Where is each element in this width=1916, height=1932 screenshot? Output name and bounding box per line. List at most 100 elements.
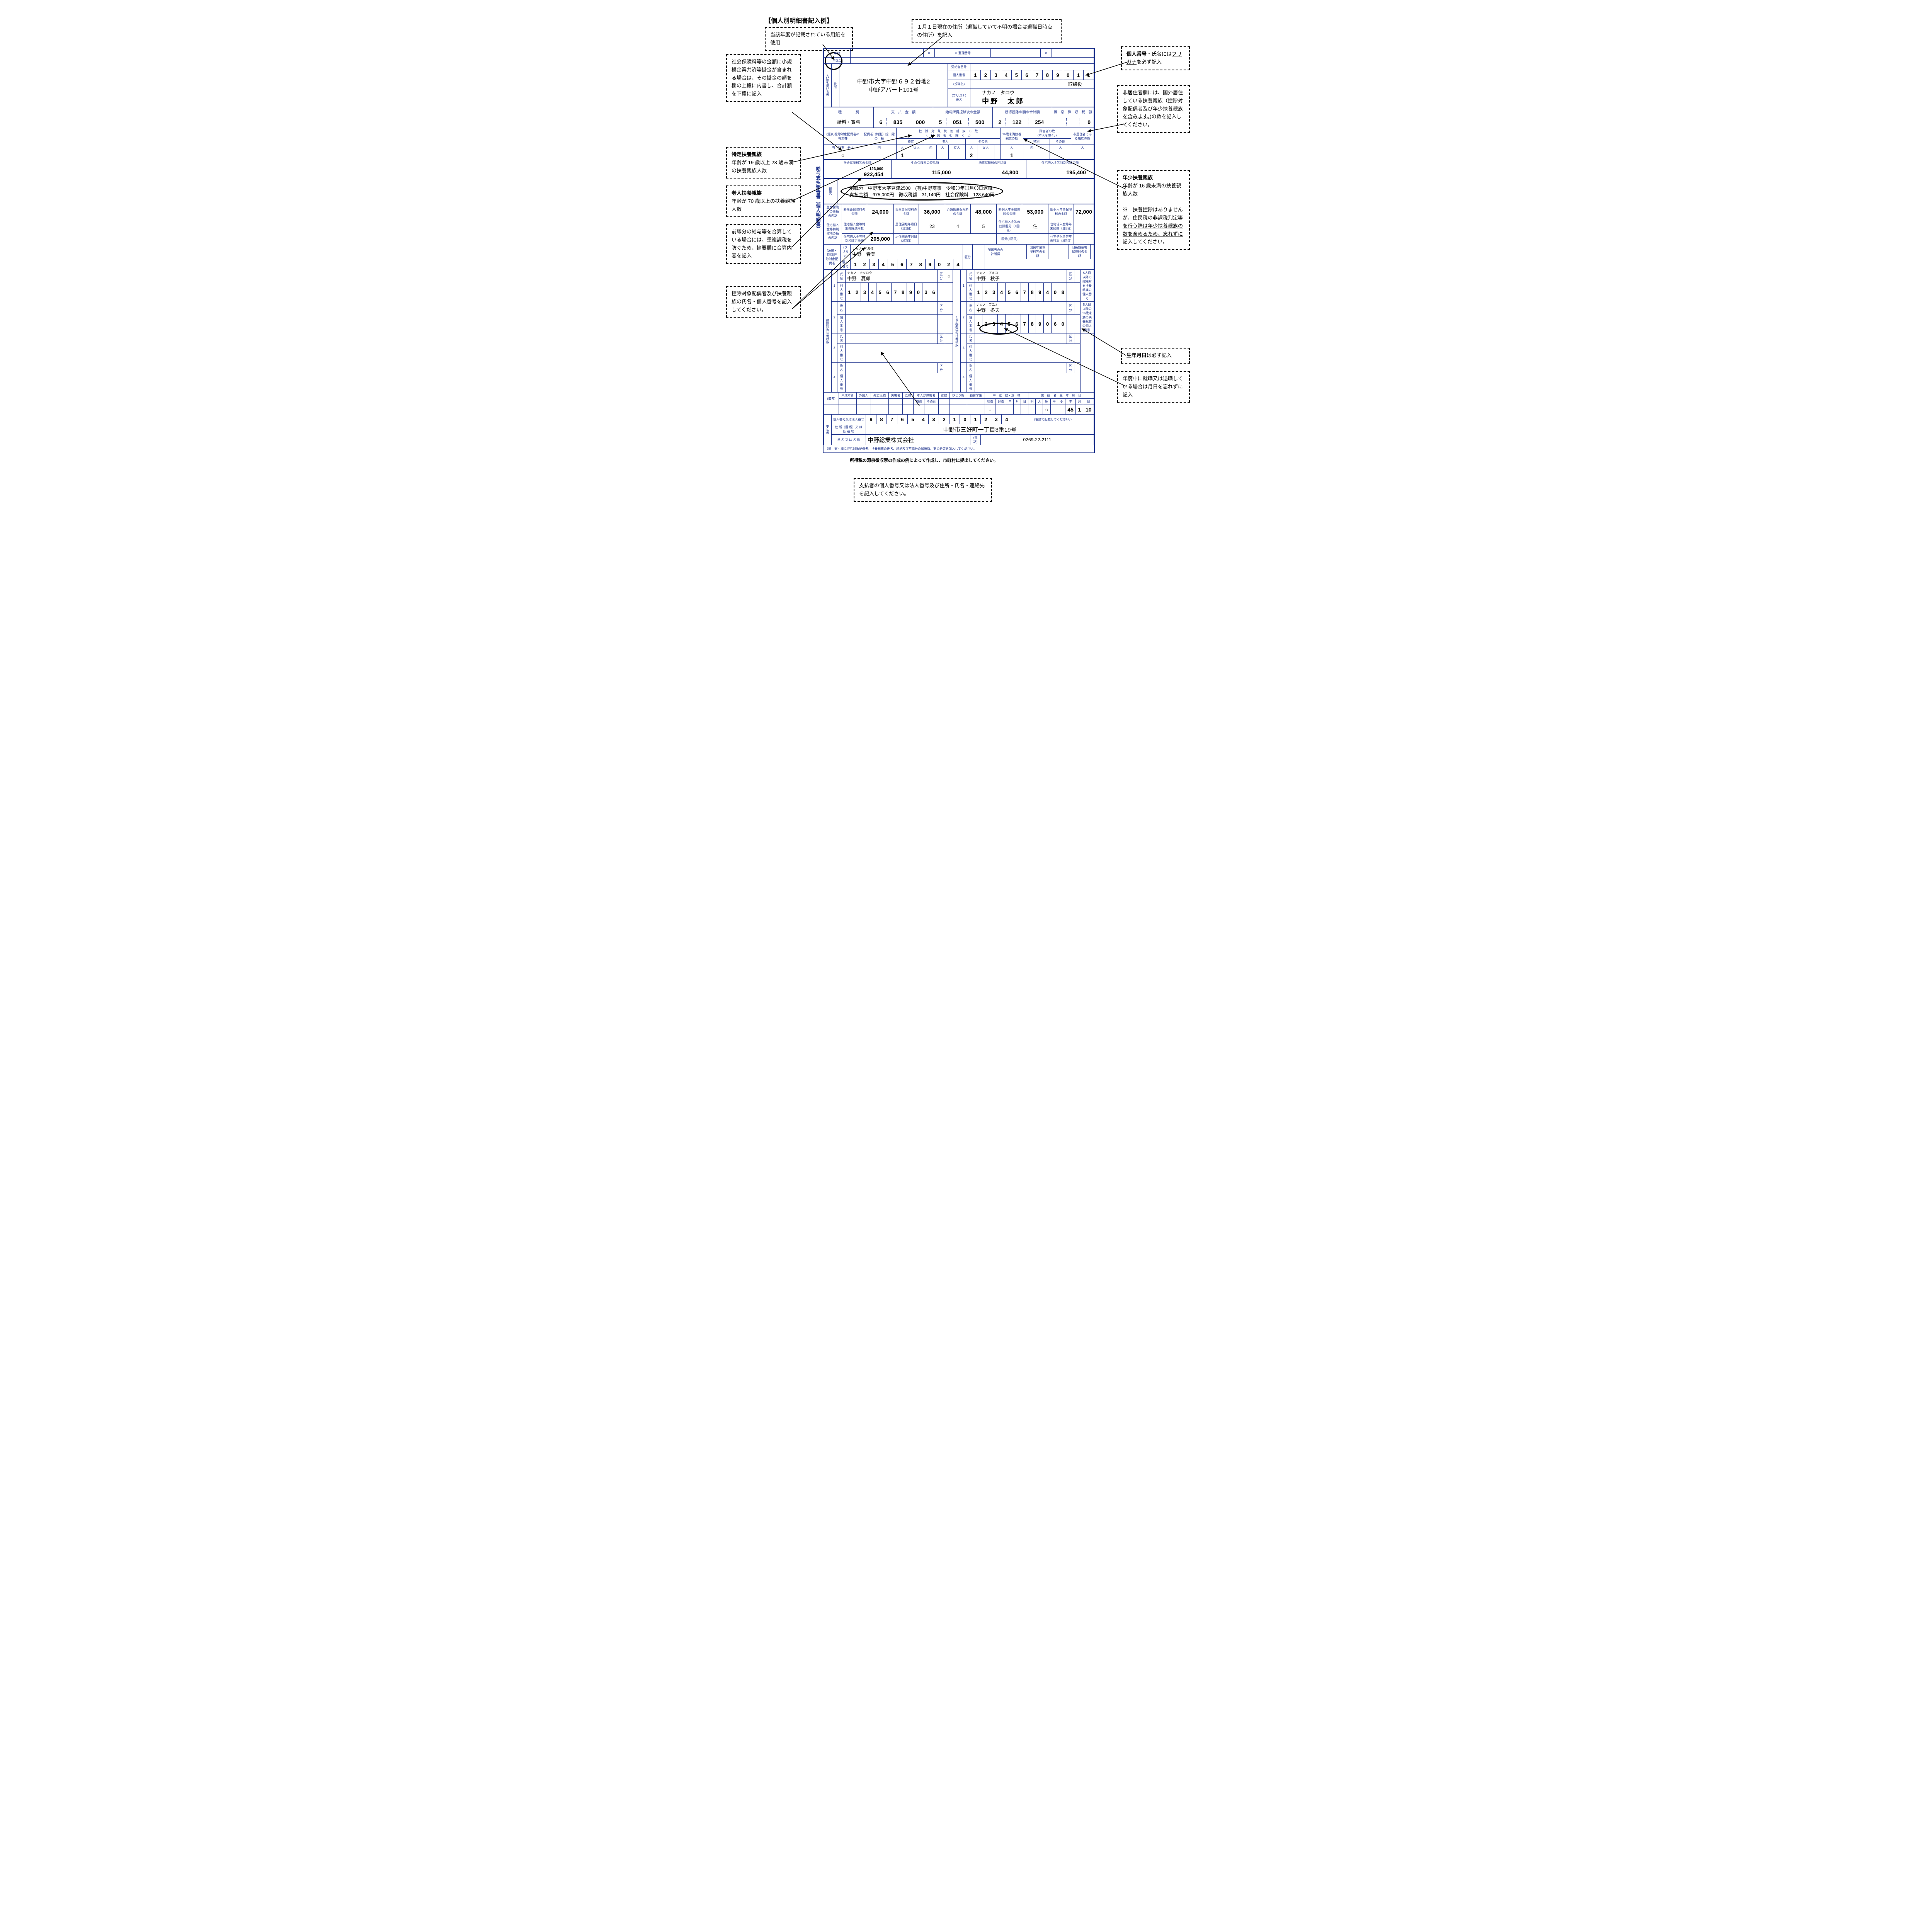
f1k5: 5	[876, 283, 884, 302]
dep-tokutei-val: 1	[897, 151, 908, 160]
dep-t1: 人	[897, 145, 908, 151]
f1k2: 2	[853, 283, 861, 302]
f1-furi-l: 氏名	[837, 270, 846, 283]
pk12: 2	[981, 415, 991, 424]
hd-kyoju-m: 4	[945, 219, 970, 234]
f2k1: 1	[975, 283, 982, 302]
footer-note: （摘 要）欄に控除対象配偶者、扶養親族の氏名、続柄及び前職分の加算額、支払者等を…	[824, 445, 1094, 452]
hdr-shotoku: 所得控除の額の合計額	[993, 107, 1052, 116]
yakushoku-label: (役職名)	[948, 80, 970, 88]
fuyou-label2: １６歳未満の扶養親族	[953, 270, 961, 392]
f1k11: 3	[922, 283, 930, 302]
callout-right-1: 非居住者欄には、国外居住している扶養親族（控除対象配偶者及び年少扶養親族を含みま…	[1117, 85, 1190, 133]
f2-kubun-v	[1074, 270, 1081, 283]
haigu-k3: 3	[869, 259, 878, 270]
era-s: 昭	[1043, 399, 1051, 405]
chuto-m-v	[1014, 405, 1021, 414]
tekiyo-content: 前職分 中野市大字豆津2508 (有)中野商事 令和〇年〇月〇日退職 支払金額 …	[837, 179, 1094, 204]
era-h: 平	[1050, 399, 1058, 405]
f1k4: 4	[868, 283, 876, 302]
oval-chuto-circles	[979, 323, 1018, 335]
haigu-kokumin-v	[1048, 245, 1069, 259]
era-r: 令	[1058, 399, 1065, 405]
haigu-k12: 4	[953, 259, 963, 270]
dep-under16-label: 16歳未満扶養親族の数	[1001, 128, 1023, 145]
payer-kojin-l: 個人番号又は法人番号	[832, 415, 866, 424]
kojin-d7: 7	[1032, 70, 1042, 80]
f2-kubun-l: 区分	[1067, 270, 1074, 283]
hd-kyoju2-v	[919, 234, 997, 244]
f1k7: 7	[892, 283, 899, 302]
dep-shougai-label: 障害者の数(本人を除く。)	[1023, 128, 1071, 139]
hoken-jutaku-label: 住宅借入金等特別控除の額	[1026, 160, 1094, 166]
f1-kubun-l: 区分	[938, 270, 945, 283]
callout-right-3: 生年月日は必ず記入	[1121, 348, 1190, 364]
h-gaikoku: 外国人	[856, 393, 871, 399]
hd-shin-nenkin-v: 53,000	[1022, 204, 1048, 219]
pk6: 4	[918, 415, 929, 424]
dep-sh2: 人	[1050, 145, 1071, 151]
header-year: 年分	[824, 49, 851, 58]
kojin-d9: 9	[1053, 70, 1063, 80]
chuto-tai-v	[995, 405, 1006, 414]
birth-m-v: 1	[1076, 405, 1083, 414]
hd-kyu-nenkin-l: 旧個人年金保険料の金額	[1048, 204, 1074, 219]
dep-roujin: 老人	[925, 139, 965, 145]
callout-left-5: 控除対象配偶者及び扶養親族の氏名・個人番号を記入してください。	[726, 286, 801, 318]
pk5: 5	[908, 415, 918, 424]
dep-hj: 人	[1071, 145, 1094, 151]
callout-right-2: 年少扶養親族 年齢が 16 歳未満の扶養親族人数 ※ 扶養控除はありませんが、住…	[1117, 170, 1190, 250]
hoken-jishin-val: 44,800	[959, 166, 1026, 179]
chuto-d-v	[1021, 405, 1028, 414]
hd-zankou-l: 住宅借入金等年末残高（1回目）	[1048, 219, 1074, 234]
h-sairai: 災害者	[888, 393, 903, 399]
hd-label: 生命保険料の金額の内訳	[824, 204, 842, 219]
hd-zankou-v	[1074, 219, 1094, 234]
haigu-k4: 4	[878, 259, 888, 270]
payer-name-l: 氏 名 又 は 名 称	[832, 435, 866, 445]
bottom-note: 所得税の源泉徴収票の作成の例によって作成し、市町村に提出してください。	[850, 457, 1190, 463]
hd-kanou-v: 205,000	[867, 234, 893, 244]
haigu-choki-l: 旧長期損害保険料の金額	[1069, 245, 1091, 259]
f2k8: 8	[1028, 283, 1036, 302]
kyuyo-val: 5 051 500	[933, 116, 993, 128]
payer-note: (右詰で記載してください。)	[1012, 415, 1094, 424]
haigu-k7: 7	[907, 259, 916, 270]
dep-shougai-sonota: その他	[1050, 139, 1071, 145]
f3-shimei-l: 氏名	[837, 302, 846, 315]
hoken-seimei-val: 115,000	[891, 166, 959, 179]
dep-ari-val: ○	[824, 151, 862, 160]
hd-kyoju2-l: 居住開始年月日（2回目）	[893, 234, 919, 244]
hd-zan2-v	[1022, 234, 1048, 244]
dep-shougai-tokubetsu: 特別	[1023, 139, 1050, 145]
dep-sonota-ju	[977, 151, 994, 160]
f2k7: 7	[1021, 283, 1028, 302]
kojin-d4: 4	[1001, 70, 1011, 80]
dep-roujin-nai	[925, 151, 937, 160]
chuto-tai: 退職	[995, 399, 1006, 405]
dep-u16-h: 人	[1001, 145, 1023, 151]
dep-u16-val: 1	[1001, 151, 1023, 160]
hd-kyoju-y: 23	[919, 219, 945, 234]
dep-roujin-val	[937, 151, 948, 160]
h-shougai-l: 本人が障害者	[914, 393, 939, 399]
callout-left-3: 老人扶養親族 年齢が 70 歳以上の扶養親族人数	[726, 185, 801, 217]
f2-name: ナカノ アキコ 中野 秋子	[975, 270, 1067, 283]
h-misei: 未成年者	[839, 393, 857, 399]
dep-ari-h: 有 従有 老人	[824, 145, 862, 151]
dep-tokutei-ju	[908, 151, 925, 160]
f2-shimei-l: 氏名	[967, 270, 975, 283]
dep-r3: 従人	[948, 145, 965, 151]
f3-name	[846, 302, 938, 315]
header-seiri-label: ※ 整理番号	[935, 49, 991, 58]
hd-zan-v: 住	[1022, 219, 1048, 234]
jukyusha-label: 受 給 者 生 年 月 日	[1028, 393, 1094, 399]
recipient-jusho-label: 支払を受ける者	[824, 64, 832, 107]
shotoku-val: 2 122 254	[993, 116, 1052, 128]
dep-r2: 人	[937, 145, 948, 151]
kojin-d3: 3	[991, 70, 1001, 80]
haigu-kubun-l: 区分	[963, 245, 973, 270]
hoken-jishin-label: 地震保険料の控除額	[959, 160, 1026, 166]
callout-left-2: 特定扶養親族 年齢が 19 歳以上 23 歳未満の扶養親族人数	[726, 147, 801, 179]
pk13: 3	[991, 415, 1002, 424]
